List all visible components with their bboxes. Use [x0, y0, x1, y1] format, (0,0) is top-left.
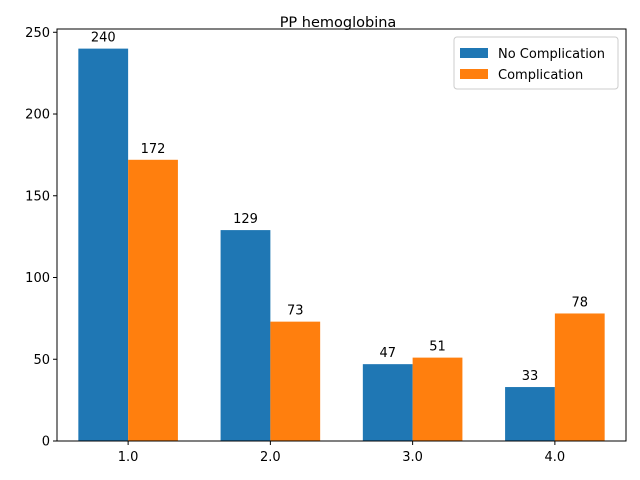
bar-no-complication-3: [362, 364, 413, 441]
y-tick-label: 150: [25, 189, 50, 204]
plot-area: 240 129 47 33 172 73 51 78 0 50 100 150 200 250 1.0 2.0…: [25, 26, 627, 465]
bar-value-label: 73: [287, 304, 304, 319]
bar-complication-2: [270, 321, 321, 441]
legend-swatch-no-complication: [460, 48, 488, 58]
bar-value-label: 51: [429, 340, 446, 355]
bar-complication-3: [412, 357, 463, 441]
bar-value-label: 172: [141, 142, 166, 157]
bar-no-complication-1: [78, 48, 129, 441]
y-tick-label: 100: [25, 271, 50, 286]
bar-value-label: 78: [571, 295, 588, 310]
bar-complication-1: [128, 159, 178, 442]
x-tick-label: 2.0: [260, 450, 281, 465]
bar-no-complication-4: [505, 387, 555, 441]
y-tick-label: 0: [42, 435, 50, 450]
bar-complication-4: [554, 313, 605, 441]
bar-value-label: 33: [522, 369, 539, 384]
y-tick-label: 50: [33, 353, 50, 368]
legend-label-no-complication: No Complication: [498, 47, 605, 62]
legend-label-complication: Complication: [498, 68, 583, 83]
bar-value-label: 129: [233, 212, 258, 227]
x-tick-label: 4.0: [545, 450, 566, 465]
legend-swatch-complication: [460, 69, 488, 79]
y-tick-label: 250: [25, 26, 50, 41]
bar-value-label: 240: [91, 31, 116, 46]
legend-box: [453, 36, 619, 90]
axes-frame: [56, 28, 627, 442]
bar-no-complication-2: [220, 230, 271, 441]
chart-title: PP hemoglobina: [280, 15, 397, 31]
bar-value-label: 47: [379, 346, 396, 361]
legend: No Complication Complication: [453, 36, 619, 90]
y-tick-label: 200: [25, 108, 50, 123]
x-tick-label: 3.0: [402, 450, 423, 465]
x-tick-label: 1.0: [118, 450, 139, 465]
